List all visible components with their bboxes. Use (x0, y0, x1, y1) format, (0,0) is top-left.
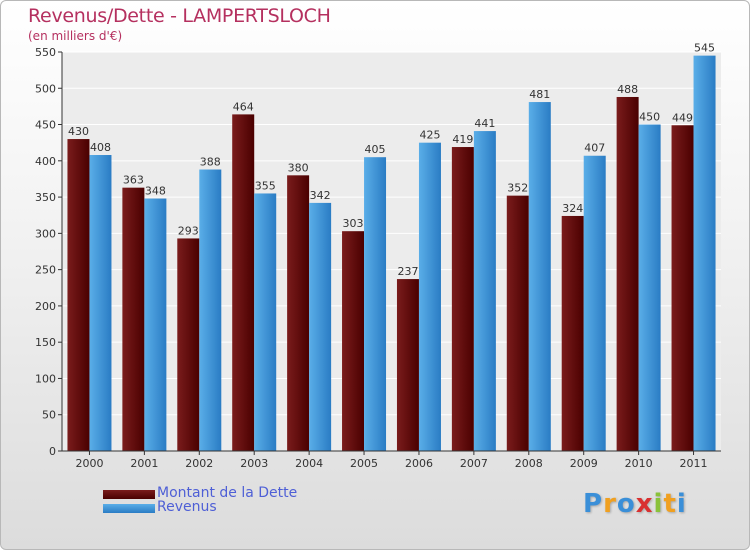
logo-letter: i (653, 489, 664, 519)
data-label: 303 (343, 217, 364, 230)
bar-revenus (254, 193, 277, 452)
data-label: 405 (365, 143, 386, 156)
data-label: 488 (617, 83, 638, 96)
data-label: 430 (68, 125, 89, 138)
bar-revenus (583, 155, 606, 452)
data-label: 425 (419, 129, 440, 142)
y-tick-label: 150 (35, 336, 56, 349)
bar-revenus (528, 102, 551, 451)
bar-dette (342, 231, 365, 451)
bar-dette (232, 114, 255, 451)
bar-dette (67, 139, 90, 451)
bar-dette (451, 147, 474, 451)
chart-title: Revenus/Dette - LAMPERTSLOCH (28, 5, 331, 27)
x-tick-label: 2002 (185, 457, 213, 470)
data-label: 408 (90, 141, 111, 154)
y-tick-label: 350 (35, 191, 56, 204)
logo-letter: i (676, 489, 687, 519)
y-tick-label: 200 (35, 300, 56, 313)
y-tick-label: 450 (35, 119, 56, 132)
logo-letter: t (663, 489, 677, 519)
x-tick-label: 2009 (570, 457, 598, 470)
x-tick-label: 2010 (625, 457, 653, 470)
bar-revenus (693, 55, 716, 452)
data-label: 342 (310, 189, 331, 202)
x-tick-label: 2007 (460, 457, 488, 470)
bar-dette (287, 175, 310, 451)
bar-revenus (89, 155, 112, 452)
bar-revenus (364, 157, 387, 451)
bar-revenus (199, 169, 222, 452)
bar-dette (616, 96, 639, 451)
x-tick-label: 2000 (75, 457, 103, 470)
x-tick-label: 2008 (515, 457, 543, 470)
data-label: 380 (288, 161, 309, 174)
data-label: 293 (178, 224, 199, 237)
plot-area (62, 52, 721, 451)
x-tick-label: 2011 (680, 457, 708, 470)
logo-letter: r (603, 489, 617, 519)
bar-revenus (418, 142, 441, 451)
data-label: 449 (672, 111, 693, 124)
x-tick-label: 2001 (130, 457, 158, 470)
legend-swatch-revenus (103, 504, 155, 513)
data-label: 481 (529, 88, 550, 101)
x-tick-label: 2006 (405, 457, 433, 470)
data-label: 545 (694, 42, 715, 55)
data-label: 464 (233, 100, 254, 113)
data-label: 355 (255, 179, 276, 192)
data-label: 441 (474, 117, 495, 130)
bar-dette (177, 238, 200, 451)
y-tick-label: 550 (35, 46, 56, 59)
y-tick-label: 50 (42, 409, 56, 422)
y-tick-label: 400 (35, 155, 56, 168)
legend-label-dette: Montant de la Dette (157, 485, 298, 501)
x-tick-label: 2005 (350, 457, 378, 470)
y-tick-label: 0 (49, 445, 56, 458)
gridlines (62, 51, 721, 452)
data-label: 419 (452, 133, 473, 146)
bar-dette (671, 125, 694, 452)
data-label: 324 (562, 202, 583, 215)
legend-label-revenus: Revenus (157, 499, 217, 515)
y-tick-label: 100 (35, 372, 56, 385)
bar-dette (122, 187, 145, 451)
bar-dette (561, 215, 584, 451)
data-label: 450 (639, 111, 660, 124)
bar-dette (396, 279, 419, 451)
bar-revenus (309, 202, 332, 451)
logo-letter: x (635, 489, 654, 519)
y-tick-label: 250 (35, 264, 56, 277)
bar-revenus (638, 124, 661, 451)
x-tick-label: 2003 (240, 457, 268, 470)
y-tick-label: 300 (35, 227, 56, 240)
data-label: 237 (397, 265, 418, 278)
legend-swatch-dette (103, 490, 155, 499)
data-label: 352 (507, 182, 528, 195)
bar-dette (506, 195, 529, 451)
proxiti-logo: Proxiti (583, 489, 687, 519)
data-label: 388 (200, 156, 221, 169)
data-label: 348 (145, 185, 166, 198)
logo-letter: o (616, 489, 636, 519)
x-tick-label: 2004 (295, 457, 323, 470)
chart-subtitle: (en milliers d'€) (28, 29, 123, 43)
logo-letter: P (583, 489, 604, 519)
data-label: 407 (584, 142, 605, 155)
bar-revenus (144, 198, 167, 451)
axes: 0 50 100 150 200 250 300 350 400 450 500 550 2000 200… (35, 46, 721, 470)
bar-revenus (473, 131, 496, 452)
y-tick-label: 500 (35, 82, 56, 95)
data-label: 363 (123, 174, 144, 187)
